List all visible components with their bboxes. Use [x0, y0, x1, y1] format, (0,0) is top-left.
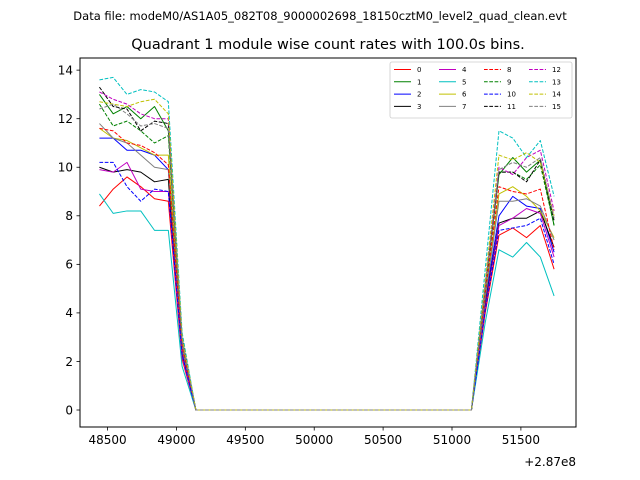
x-tick-label: 50500	[364, 433, 402, 447]
legend-label-13: 13	[552, 78, 561, 86]
x-tick-label: 51000	[433, 433, 471, 447]
legend-label-2: 2	[417, 91, 421, 99]
legend-label-6: 6	[462, 91, 467, 99]
y-tick-label: 0	[65, 403, 73, 417]
legend-label-14: 14	[552, 91, 561, 99]
x-tick-label: 50000	[295, 433, 333, 447]
y-tick-label: 10	[58, 161, 73, 175]
x-tick-label: 48500	[88, 433, 126, 447]
series-line-14	[99, 98, 555, 411]
legend-label-10: 10	[507, 91, 516, 99]
y-tick-label: 6	[65, 258, 73, 272]
x-tick-label: 49000	[157, 433, 195, 447]
legend-label-12: 12	[552, 66, 561, 74]
legend-label-5: 5	[462, 78, 466, 86]
chart-title: Quadrant 1 module wise count rates with …	[131, 37, 525, 53]
legend-label-1: 1	[417, 78, 421, 86]
y-tick-label: 2	[65, 355, 73, 369]
legend-label-15: 15	[552, 103, 561, 111]
legend-label-0: 0	[417, 66, 421, 74]
legend-label-7: 7	[462, 103, 466, 111]
x-axis: 48500 49000 49500 50000 50500 51000 51500	[88, 427, 540, 447]
legend-label-9: 9	[507, 78, 511, 86]
x-offset-text: +2.87e8	[524, 455, 576, 469]
y-tick-label: 8	[65, 209, 73, 223]
legend-label-4: 4	[462, 66, 467, 74]
legend-label-3: 3	[417, 103, 421, 111]
axes-frame	[79, 57, 577, 428]
series-layer	[99, 76, 555, 411]
legend-label-8: 8	[507, 66, 511, 74]
y-tick-label: 4	[65, 306, 73, 320]
x-tick-label: 49500	[226, 433, 264, 447]
y-tick-label: 12	[58, 112, 73, 126]
y-axis: 0 2 4 6 8 10 12 14	[58, 63, 80, 417]
x-tick-label: 51500	[502, 433, 540, 447]
plot-area	[79, 57, 577, 428]
legend-box	[389, 61, 573, 119]
y-tick-label: 14	[58, 63, 73, 77]
data-file-suptitle: Data file: modeM0/AS1A05_082T08_90000026…	[73, 9, 567, 23]
legend-label-11: 11	[507, 103, 516, 111]
